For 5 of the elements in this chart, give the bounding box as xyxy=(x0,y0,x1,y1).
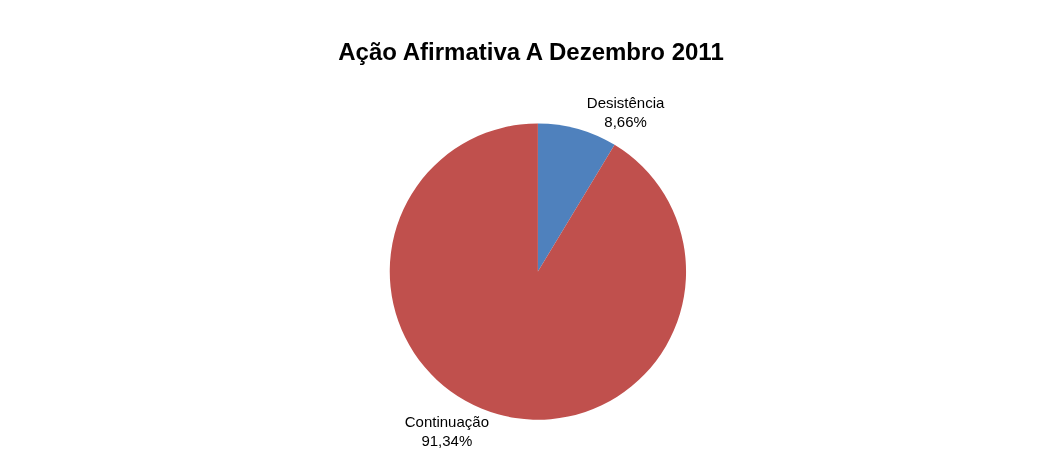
slice-label: Desistência xyxy=(586,93,666,111)
data-label: 91,34% xyxy=(421,432,473,450)
data-label: 8,66% xyxy=(604,113,647,131)
chart-title: Ação Afirmativa A Dezembro 2011 xyxy=(338,37,724,65)
slice-label: Continuação xyxy=(404,412,489,430)
